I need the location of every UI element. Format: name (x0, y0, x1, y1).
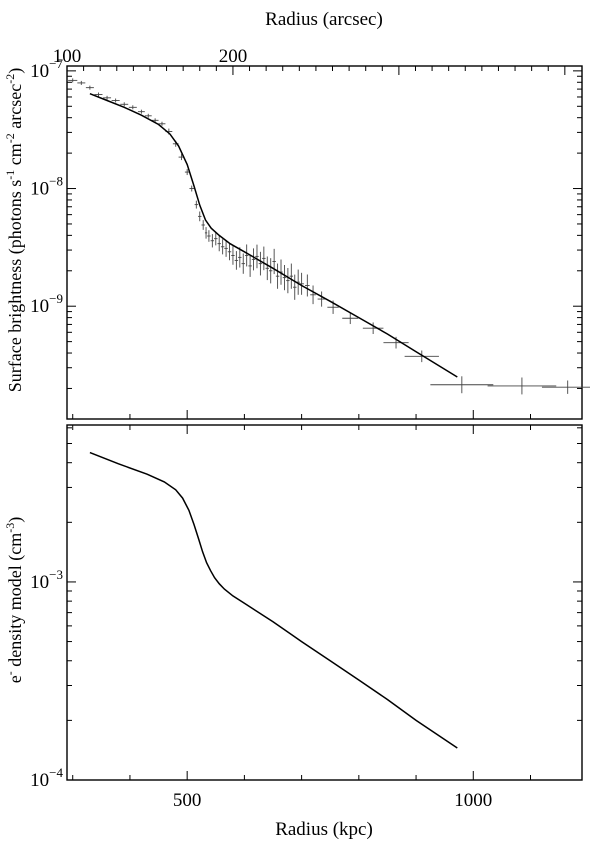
top-axis-title: Radius (arcsec) (265, 9, 383, 30)
top-panel-ylabel: Surface brightness (photons s-1 cm-2 arc… (3, 68, 26, 392)
data-point (158, 121, 166, 126)
data-point (194, 200, 199, 209)
data-point (144, 113, 152, 118)
data-point (248, 254, 252, 277)
data-point (265, 256, 269, 281)
data-point (189, 185, 195, 192)
top-panel-model-curve (89, 93, 458, 378)
top-panel-frame (66, 65, 583, 420)
y-tick-label: 10−9 (30, 291, 63, 317)
data-point (251, 248, 256, 271)
data-point (68, 78, 78, 83)
data-point (234, 251, 239, 270)
bottom-panel: 10−3 10−4 500 1000 Radius (kpc) e- density … (3, 424, 583, 840)
data-point (258, 251, 263, 276)
y-tick-label: 10−3 (30, 567, 63, 593)
data-point (85, 85, 94, 90)
data-point (289, 263, 294, 289)
x-tick-label: 500 (173, 790, 202, 811)
data-point (217, 236, 221, 252)
bottom-axis-title: Radius (kpc) (275, 819, 373, 840)
top-panel: 10−7 10−8 10−9 100 200 Radius (arcsec) Surfa… (3, 9, 590, 420)
top-axis-tick-label: 200 (219, 46, 248, 67)
data-point (210, 234, 215, 248)
data-point (286, 267, 290, 294)
data-point (201, 220, 205, 230)
data-point (293, 274, 297, 300)
data-point (362, 322, 384, 335)
data-point (255, 244, 259, 269)
data-point (342, 312, 359, 325)
data-point (310, 285, 316, 305)
data-point (184, 169, 190, 176)
data-point (231, 246, 235, 265)
y-tick-label: 10−7 (30, 56, 63, 82)
y-tick-label: 10−8 (30, 174, 63, 200)
data-point (275, 263, 280, 289)
data-point (128, 105, 137, 110)
model-line (89, 93, 458, 378)
bottom-panel-ticks: 10−3 10−4 500 1000 (30, 425, 582, 811)
data-point (487, 377, 557, 395)
data-point (241, 253, 245, 274)
data-point (204, 227, 208, 239)
data-point (77, 80, 86, 85)
y-tick-label: 10−4 (30, 765, 63, 791)
data-point (238, 247, 242, 268)
data-point (317, 291, 326, 307)
data-point (151, 118, 159, 123)
data-point (224, 239, 228, 257)
data-point (305, 274, 310, 297)
bottom-panel-frame (66, 424, 583, 781)
data-point (282, 264, 287, 291)
top-axis-tick-label: 100 (53, 46, 82, 67)
data-point (541, 380, 590, 394)
data-point (103, 95, 112, 100)
top-panel-data-points (68, 78, 590, 395)
top-panel-ticks: 10−7 10−8 10−9 100 200 (30, 46, 582, 419)
data-point (137, 109, 145, 114)
density-line (89, 451, 458, 749)
data-point (244, 244, 249, 267)
data-point (198, 211, 202, 222)
data-point (111, 98, 120, 103)
data-point (227, 243, 232, 261)
bottom-panel-density-curve (89, 451, 458, 749)
data-point (94, 92, 103, 97)
data-point (404, 350, 439, 363)
x-tick-label: 1000 (454, 790, 492, 811)
data-point (207, 230, 211, 242)
bottom-panel-ylabel: e- density model (cm-3) (3, 517, 26, 683)
data-point (268, 258, 273, 284)
data-point (262, 246, 266, 271)
data-point (120, 102, 129, 107)
data-point (220, 239, 225, 255)
data-point (272, 248, 276, 275)
data-point (430, 376, 494, 394)
data-point (214, 231, 218, 246)
